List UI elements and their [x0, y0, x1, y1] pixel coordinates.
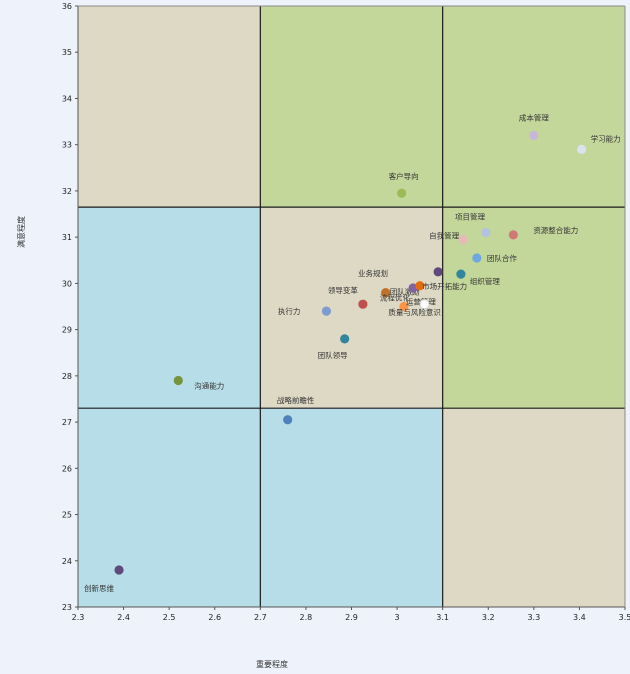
data-point [340, 334, 350, 344]
data-point-label: 项目管理 [455, 212, 485, 222]
y-tick-label: 36 [62, 2, 72, 11]
data-point-label: 战略前瞻性 [277, 395, 315, 405]
data-points: 执行力沟通能力创新思维战略前瞻性团队领导领导变革团队激励业务规划客户导向运营管理… [84, 112, 621, 593]
quadrant-lines [78, 6, 625, 607]
data-point-label: 流程优化 [380, 293, 410, 303]
quadrant-region [442, 6, 625, 208]
quadrant-region [260, 408, 443, 607]
data-point-label: 业务规划 [358, 268, 388, 278]
y-axis-label: 满意程度 [16, 216, 26, 248]
data-point-label: 资源整合能力 [533, 225, 578, 235]
data-point-label: 成本管理 [519, 112, 549, 122]
tick-labels: 2.3 2.4 2.5 2.6 2.7 2.8 2.9 3 3.1 3.2 3.3 3.4 3.5 23 2… [62, 2, 630, 622]
data-point-label: 自我管理 [429, 230, 459, 240]
x-tick-label: 3.5 [619, 613, 630, 622]
data-point-label: 客户导向 [389, 171, 419, 181]
x-tick-label: 2.8 [300, 613, 313, 622]
quadrant-region [260, 6, 443, 208]
quadrant-region [78, 408, 261, 607]
y-tick-label: 25 [62, 511, 72, 520]
y-tick-label: 30 [62, 279, 72, 288]
y-tick-label: 34 [62, 94, 72, 103]
data-point-label: 领导变革 [328, 285, 358, 295]
data-point [399, 301, 409, 312]
x-tick-label: 2.5 [163, 613, 176, 622]
data-point [481, 227, 491, 238]
y-tick-label: 29 [62, 326, 72, 335]
x-tick-label: 2.6 [208, 613, 221, 622]
data-point [456, 269, 466, 279]
data-point-label: 组织管理 [470, 276, 500, 286]
y-tick-label: 23 [62, 603, 72, 612]
data-point-label: 创新思维 [84, 583, 114, 593]
data-point-label: 沟通能力 [194, 380, 224, 390]
data-point-label: 团队激励 [390, 287, 420, 297]
data-point-label: 团队合作 [487, 253, 517, 263]
y-tick-label: 32 [62, 187, 72, 196]
y-tick-label: 27 [62, 418, 72, 427]
data-point-label: 团队领导 [318, 350, 348, 360]
x-tick-label: 2.7 [254, 613, 267, 622]
data-point [114, 565, 124, 575]
data-point [173, 375, 183, 386]
x-axis-label: 重要程度 [256, 659, 288, 669]
x-tick-label: 3.4 [573, 613, 586, 622]
data-point [419, 299, 430, 310]
x-tick-label: 3 [395, 613, 400, 622]
data-point [472, 253, 482, 263]
y-tick-label: 24 [62, 557, 72, 566]
data-point-label: 学习能力 [591, 133, 621, 143]
x-tick-label: 3.1 [436, 613, 449, 622]
y-tick-label: 26 [62, 464, 72, 473]
data-point-label: 质量与风险意识 [388, 307, 441, 317]
quadrant-region [78, 207, 261, 409]
data-point [415, 281, 425, 291]
y-tick-label: 33 [62, 141, 72, 150]
data-point [397, 188, 407, 198]
x-tick-label: 2.9 [345, 613, 358, 622]
x-tick-label: 3.3 [527, 613, 540, 622]
quadrant-backgrounds [78, 6, 625, 607]
quadrant-region [78, 6, 261, 208]
quadrant-region [442, 207, 625, 409]
data-point [508, 230, 518, 240]
data-point [577, 144, 587, 154]
quadrant-region [260, 207, 443, 409]
data-point [458, 234, 468, 245]
x-tick-label: 2.4 [117, 613, 130, 622]
data-point [321, 306, 332, 316]
y-tick-label: 35 [62, 48, 72, 57]
y-tick-label: 28 [62, 372, 72, 381]
data-point-label: 执行力 [278, 306, 301, 316]
data-point [381, 288, 391, 298]
x-tick-label: 2.3 [72, 613, 85, 622]
data-point [358, 299, 368, 309]
quadrant-region [442, 408, 625, 607]
data-point [283, 415, 293, 425]
data-point [433, 267, 443, 277]
data-point-label: 市场开拓能力 [422, 281, 467, 291]
x-tick-label: 3.2 [482, 613, 495, 622]
data-point [529, 130, 539, 141]
y-tick-label: 31 [62, 233, 72, 242]
